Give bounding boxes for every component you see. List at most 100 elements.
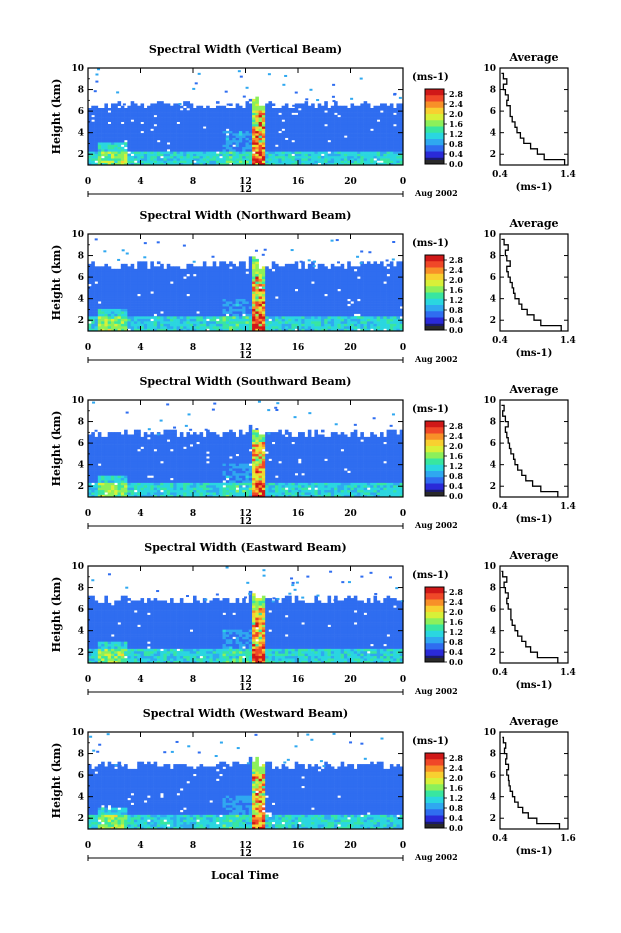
heatmap-cell (173, 266, 177, 269)
heatmap-cell (341, 113, 345, 116)
heatmap-cell (141, 126, 145, 129)
heatmap-cell (154, 311, 158, 314)
heatmap-cell (177, 108, 181, 111)
heatmap-cell (367, 286, 371, 289)
heatmap-cell (314, 269, 318, 272)
heatmap-cell (249, 274, 253, 277)
heatmap-cell (219, 311, 223, 314)
heatmap-cell (308, 131, 312, 134)
heatmap-cell (301, 289, 305, 292)
heatmap-cell (226, 156, 230, 159)
heatmap-cell (364, 296, 368, 299)
heatmap-cell (285, 113, 289, 116)
heatmap-cell (285, 115, 289, 118)
heatmap-cell (147, 156, 151, 159)
heatmap-cell (91, 124, 95, 127)
heatmap-cell (95, 156, 99, 159)
heatmap-cell (177, 138, 181, 141)
heatmap-cell (190, 314, 194, 317)
heatmap-cell (232, 124, 236, 127)
heatmap-cell (360, 324, 364, 327)
heatmap-cell (150, 311, 154, 314)
heatmap-cell (275, 291, 279, 294)
heatmap-cell (147, 281, 151, 284)
heatmap-cell (301, 279, 305, 282)
heatmap-cell (193, 309, 197, 312)
heatmap-cell (328, 133, 332, 136)
heatmap-cell (282, 142, 286, 145)
heatmap-cell (380, 316, 384, 319)
heatmap-cell (246, 154, 250, 157)
heatmap-cell (298, 271, 302, 274)
heatmap-cell (301, 264, 305, 267)
heatmap-cell (150, 299, 154, 302)
heatmap-cell (370, 140, 374, 143)
heatmap-cell (295, 264, 299, 267)
heatmap-cell (157, 144, 161, 147)
heatmap-cell (334, 129, 338, 132)
heatmap-cell (150, 266, 154, 269)
heatmap-cell (295, 274, 299, 277)
heatmap-cell (147, 131, 151, 134)
heatmap-cell (328, 289, 332, 292)
heatmap-cell (272, 158, 276, 161)
heatmap-cell (265, 106, 269, 109)
heatmap-cell (213, 151, 217, 154)
heatmap-cell (380, 264, 384, 267)
heatmap-cell (278, 286, 282, 289)
heatmap-cell (255, 101, 259, 104)
heatmap-cell (167, 106, 171, 109)
heatmap-cell (213, 281, 217, 284)
heatmap-cell (154, 129, 158, 132)
heatmap-cell (203, 306, 207, 309)
heatmap-cell (393, 149, 397, 152)
heatmap-cell (147, 324, 151, 327)
heatmap-cell (311, 135, 315, 138)
heatmap-cell (354, 286, 358, 289)
heatmap-cell (301, 131, 305, 134)
heatmap-cell (236, 326, 240, 329)
heatmap-cell (288, 108, 292, 111)
heatmap-cell (196, 286, 200, 289)
heatmap-cell (177, 124, 181, 127)
heatmap-cell (154, 131, 158, 134)
heatmap-cell (170, 126, 174, 129)
heatmap-cell (160, 306, 164, 309)
heatmap-cell (285, 142, 289, 145)
heatmap-cell (305, 319, 309, 322)
heatmap-cell (137, 138, 141, 141)
heatmap-cell (331, 133, 335, 136)
heatmap-cell (308, 154, 312, 157)
heatmap-cell (262, 126, 266, 129)
heatmap-cell (249, 147, 253, 150)
heatmap-cell (285, 131, 289, 134)
heatmap-cell (344, 115, 348, 118)
heatmap-cell (190, 289, 194, 292)
heatmap-cell (163, 154, 167, 157)
heatmap-cell (272, 301, 276, 304)
heatmap-cell (285, 264, 289, 267)
heatmap-cell (328, 301, 332, 304)
heatmap-cell (265, 160, 269, 163)
heatmap-cell (328, 306, 332, 309)
heatmap-cell (246, 144, 250, 147)
heatmap-cell (334, 289, 338, 292)
heatmap-cell (259, 326, 263, 329)
heatmap-cell (367, 110, 371, 113)
heatmap-cell (114, 294, 118, 297)
heatmap-cell (393, 131, 397, 134)
heatmap-cell (167, 316, 171, 319)
heatmap-cell (173, 113, 177, 116)
heatmap-cell (373, 299, 377, 302)
heatmap-cell (311, 324, 315, 327)
heatmap-cell (370, 110, 374, 113)
heatmap-cell (116, 91, 119, 93)
heatmap-cell (108, 154, 112, 157)
heatmap-cell (328, 291, 332, 294)
heatmap-cell (364, 106, 368, 109)
heatmap-cell (190, 296, 194, 299)
heatmap-cell (278, 124, 282, 127)
heatmap-cell (387, 138, 391, 141)
heatmap-cell (285, 135, 289, 138)
heatmap-cell (114, 309, 118, 312)
